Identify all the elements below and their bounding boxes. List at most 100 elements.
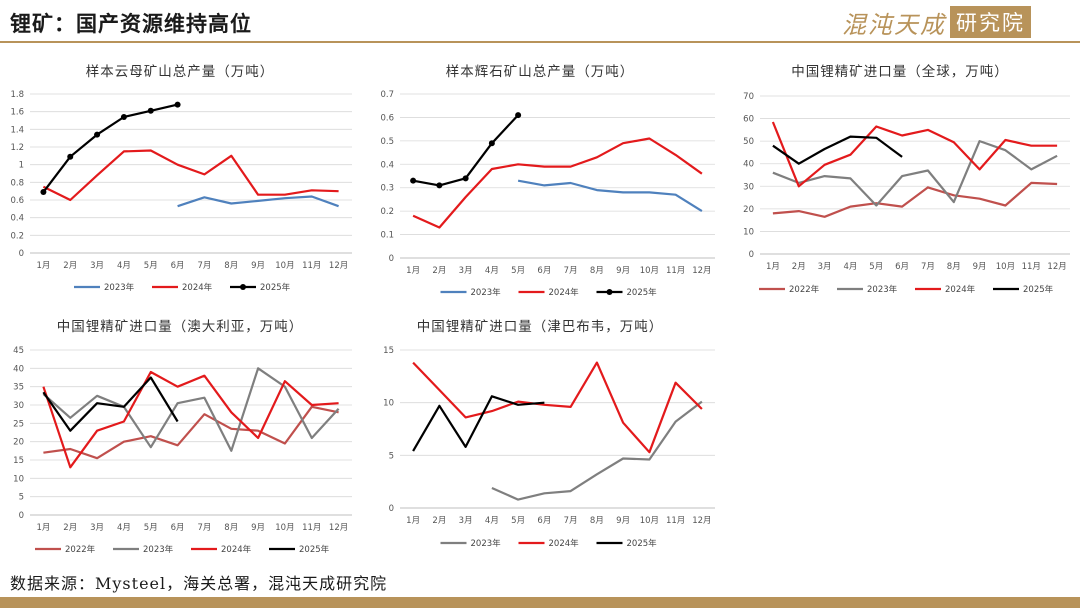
x-tick-label: 5月 xyxy=(144,261,158,271)
x-tick-label: 11月 xyxy=(666,266,685,276)
y-tick-label: 0.4 xyxy=(10,214,24,224)
series-line-2023年 xyxy=(42,367,340,452)
y-tick-label: 15 xyxy=(13,456,24,466)
x-tick-label: 11月 xyxy=(1022,262,1041,272)
x-tick-label: 8月 xyxy=(590,266,604,276)
source-note: 数据来源：Mysteel，海关总署，混沌天成研究院 xyxy=(10,574,388,593)
logo-box: 研究院 xyxy=(950,6,1031,38)
x-tick-label: 3月 xyxy=(459,516,473,526)
x-tick-label: 5月 xyxy=(144,523,158,533)
series-line-2025年 xyxy=(412,114,519,187)
legend-label: 2025年 xyxy=(1023,284,1054,295)
series-line-2022年 xyxy=(772,181,1058,218)
y-tick-label: 0 xyxy=(19,511,24,521)
y-tick-label: 45 xyxy=(13,346,24,356)
x-tick-label: 2月 xyxy=(792,262,806,272)
series-line-2023年 xyxy=(491,400,703,501)
x-tick-label: 3月 xyxy=(90,523,104,533)
x-tick-label: 9月 xyxy=(616,516,630,526)
chart-import-global: 中国锂精矿进口量（全球，万吨） 0 10 20 30 40 50 60 70 1月 2月 3月 4月 5… xyxy=(720,60,1080,300)
y-tick-label: 25 xyxy=(13,419,24,429)
chart-title: 中国锂精矿进口量（津巴布韦，万吨） xyxy=(416,319,664,335)
chart-title: 中国锂精矿进口量（全球，万吨） xyxy=(791,64,1009,80)
legend-label: 2024年 xyxy=(945,284,976,295)
y-tick-label: 0.1 xyxy=(380,231,394,241)
series-line-2025年 xyxy=(772,135,903,165)
legend-label: 2022年 xyxy=(65,544,96,555)
x-tick-label: 1月 xyxy=(36,523,50,533)
data-point xyxy=(515,112,522,119)
x-tick-label: 6月 xyxy=(171,523,185,533)
x-tick-label: 9月 xyxy=(616,266,630,276)
x-tick-label: 2月 xyxy=(432,266,446,276)
x-tick-label: 1月 xyxy=(406,516,420,526)
legend-label: 2024年 xyxy=(549,287,580,298)
chart-svg: 0 5 10 15 1月 2月 3月 4月 5月 6月 7月 8月 9月 10月 11月 12月 2023年 20… xyxy=(383,346,715,549)
x-tick-label: 9月 xyxy=(251,261,265,271)
y-tick-label: 30 xyxy=(13,401,24,411)
y-tick-label: 1.4 xyxy=(10,125,24,135)
footer-bar xyxy=(0,597,1080,608)
x-tick-label: 5月 xyxy=(511,266,525,276)
page-title: 锂矿：国产资源维持高位 xyxy=(10,11,252,36)
legend-label: 2023年 xyxy=(471,287,502,298)
y-tick-label: 0.2 xyxy=(10,231,24,241)
y-tick-label: 40 xyxy=(13,364,24,374)
x-tick-label: 4月 xyxy=(117,523,131,533)
y-tick-label: 40 xyxy=(743,160,754,170)
x-tick-label: 8月 xyxy=(224,523,238,533)
header-rule xyxy=(0,41,1080,43)
y-tick-label: 0.6 xyxy=(380,113,394,123)
x-tick-label: 4月 xyxy=(117,261,131,271)
x-tick-label: 4月 xyxy=(485,266,499,276)
legend-marker xyxy=(606,289,613,295)
x-tick-label: 7月 xyxy=(921,262,935,272)
chart-svg: 0 5 10 15 20 25 30 35 40 45 1月 2月 3月 4月 5月 6月 7月 8月 9月 10月 1… xyxy=(13,346,352,555)
x-tick-label: 3月 xyxy=(90,261,104,271)
x-tick-label: 12月 xyxy=(329,261,348,271)
legend-label: 2023年 xyxy=(104,282,135,293)
series-line-2024年 xyxy=(42,149,339,202)
y-tick-label: 10 xyxy=(13,474,24,484)
y-tick-label: 0 xyxy=(19,249,24,259)
x-tick-label: 7月 xyxy=(564,266,578,276)
chart-title: 中国锂精矿进口量（澳大利亚，万吨） xyxy=(56,319,304,335)
x-tick-label: 12月 xyxy=(692,516,711,526)
x-tick-label: 8月 xyxy=(590,516,604,526)
y-tick-label: 60 xyxy=(743,115,754,125)
chart-title: 样本云母矿山总产量（万吨） xyxy=(85,64,275,80)
y-tick-label: 0.6 xyxy=(10,196,24,206)
y-tick-label: 0 xyxy=(389,254,394,264)
y-tick-label: 0.4 xyxy=(380,160,394,170)
x-tick-label: 1月 xyxy=(406,266,420,276)
x-tick-label: 8月 xyxy=(947,262,961,272)
chart-import-zimbabwe: 中国锂精矿进口量（津巴布韦，万吨） 0 5 10 15 1月 2月 3月 4月 5月 6月 7月 8月… xyxy=(360,315,720,560)
series-line-2024年 xyxy=(412,361,703,454)
data-point xyxy=(120,113,127,120)
y-tick-label: 70 xyxy=(743,92,754,102)
chart-spodumene-output: 样本辉石矿山总产量（万吨） 0 0.1 0.2 0.3 0.4 0.5 0.6 0.7 1月 2月… xyxy=(360,60,720,300)
x-tick-label: 9月 xyxy=(973,262,987,272)
chart-import-australia: 中国锂精矿进口量（澳大利亚，万吨） 0 5 10 15 20 25 30 35 40 45 1月 2月… xyxy=(0,315,360,560)
x-tick-label: 2月 xyxy=(63,261,77,271)
legend-label: 2025年 xyxy=(627,287,658,298)
logo: 混沌天成 研究院 xyxy=(842,6,1031,39)
x-tick-label: 12月 xyxy=(329,523,348,533)
y-tick-label: 0.8 xyxy=(10,178,24,188)
logo-text: 混沌天成 xyxy=(842,10,946,39)
x-tick-label: 6月 xyxy=(537,516,551,526)
x-tick-label: 2月 xyxy=(432,516,446,526)
x-tick-label: 4月 xyxy=(485,516,499,526)
y-tick-label: 5 xyxy=(19,493,24,503)
data-point xyxy=(488,140,495,147)
x-tick-label: 11月 xyxy=(302,523,321,533)
x-tick-label: 9月 xyxy=(251,523,265,533)
data-point xyxy=(410,177,417,184)
y-tick-label: 1.8 xyxy=(10,90,24,100)
y-tick-label: 20 xyxy=(13,438,24,448)
series-line-2025年 xyxy=(42,103,178,193)
legend-marker xyxy=(240,284,246,290)
chart-title: 样本辉石矿山总产量（万吨） xyxy=(445,64,635,80)
legend-label: 2025年 xyxy=(260,282,291,293)
y-tick-label: 0 xyxy=(389,504,394,514)
